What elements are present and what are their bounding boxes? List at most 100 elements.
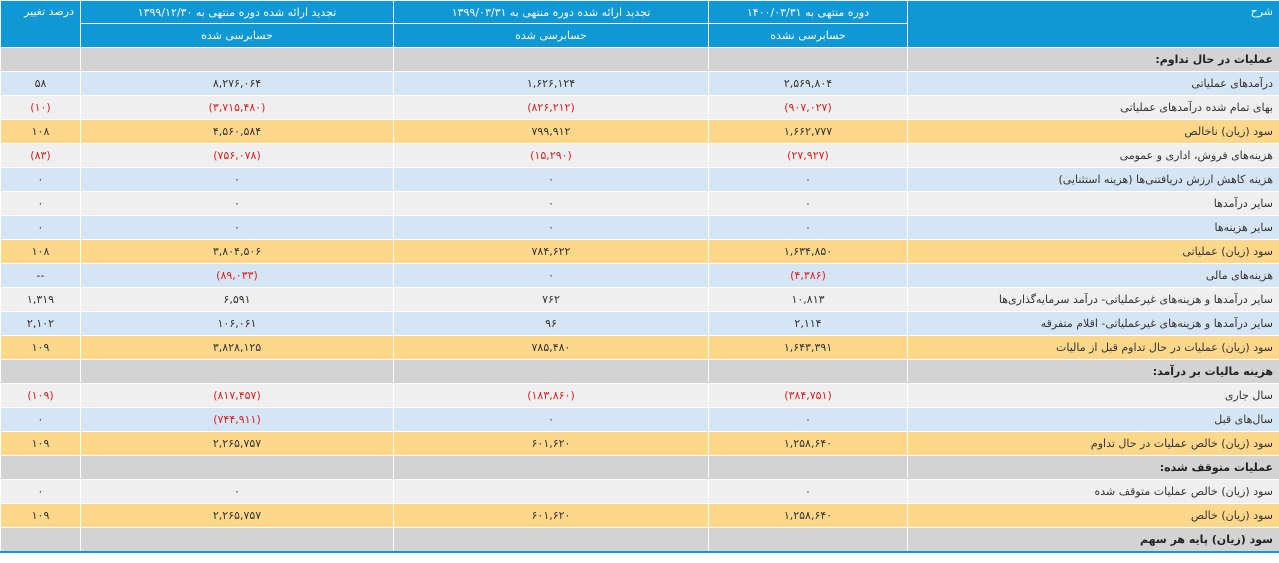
cell-value: ۴,۵۶۰,۵۸۴ (80, 119, 394, 144)
row-label: هزینه‌های مالی (907, 263, 1279, 288)
cell-value: ۲,۵۶۹,۸۰۴ (708, 71, 908, 96)
cell-value: ۰ (393, 407, 709, 432)
cell-value: ۰ (0, 479, 81, 504)
data-row: سال جاری (۳۸۴,۷۵۱) (۱۸۳,۸۶۰) (۸۱۷,۴۵۷) (۱۰۹) (0, 383, 1279, 408)
row-label: سایر درآمدها (907, 191, 1279, 216)
data-row: سود (زیان) عملیاتی ۱,۶۳۴,۸۵۰ ۷۸۴,۶۲۲ ۳,۸۰۴,… (0, 239, 1279, 264)
cell-value: ۱۰۶,۰۶۱ (80, 311, 394, 336)
data-row: بهای تمام شده درآمدهای عملیاتی (۹۰۷,۰۲۷)(… (0, 95, 1279, 120)
cell-value: ۶۰۱,۶۲۰ (393, 431, 709, 456)
column-header: درصد تغییر (0, 0, 81, 48)
row-label: سود (زیان) عملیاتی (907, 239, 1279, 264)
cell-value: ۰ (708, 479, 908, 504)
cell-value (393, 455, 709, 480)
cell-value: (۸۹,۰۳۳) (80, 263, 394, 288)
column-subheader: حسابرسی شده (393, 23, 709, 48)
data-row: سود (زیان) خالص عملیات در حال تداوم ۱,۲۵۸… (0, 431, 1279, 456)
cell-value (0, 527, 81, 553)
cell-value: ۳,۸۲۸,۱۲۵ (80, 335, 394, 360)
data-row: سایر درآمدها ۰ ۰ ۰ ۰ (0, 191, 1279, 216)
column-subheader: حسابرسی نشده (708, 23, 908, 48)
cell-value: ۱۰۸ (0, 119, 81, 144)
cell-value: (۴,۳۸۶) (708, 263, 908, 288)
column-header: دوره منتهی به ۱۴۰۰/۰۳/۳۱ (708, 0, 908, 24)
cell-value: (۱۰) (0, 95, 81, 120)
cell-value: (۸۲۶,۲۱۲) (393, 95, 709, 120)
column-subheader: حسابرسی شده (80, 23, 394, 48)
cell-value: (۹۰۷,۰۲۷) (708, 95, 908, 120)
cell-value: ۰ (0, 407, 81, 432)
cell-value: ۰ (393, 167, 709, 192)
data-row: سود (زیان) خالص ۱,۲۵۸,۶۴۰ ۶۰۱,۶۲۰ ۲,۲۶۵,۷۵۷… (0, 503, 1279, 528)
cell-value: ۲,۱۱۴ (708, 311, 908, 336)
row-label: عملیات متوقف شده: (907, 455, 1279, 480)
cell-value (393, 527, 709, 553)
cell-value: ۱,۲۵۸,۶۴۰ (708, 503, 908, 528)
row-label: سایر هزینه‌ها (907, 215, 1279, 240)
data-row: هزینه کاهش ارزش دریافتنی‌ها (هزینه استثن… (0, 167, 1279, 192)
header-row: شرح دوره منتهی به ۱۴۰۰/۰۳/۳۱ تجدید ارائه ش… (0, 0, 1279, 48)
cell-value: ۶,۵۹۱ (80, 287, 394, 312)
cell-value: ۰ (80, 479, 394, 504)
data-row: سود (زیان) خالص عملیات متوقف شده ۰ ۰ ۰ (0, 479, 1279, 504)
cell-value: ۱۰۹ (0, 335, 81, 360)
data-row: سال‌های قبل ۰ ۰ (۷۴۴,۹۱۱) ۰ (0, 407, 1279, 432)
column-header: تجدید ارائه شده دوره منتهی به ۱۳۹۹/۱۲/۳۰ (80, 0, 394, 24)
cell-value: ۰ (708, 167, 908, 192)
cell-value: ۱,۶۶۲,۷۷۷ (708, 119, 908, 144)
cell-value: ۰ (708, 215, 908, 240)
section-row: هزینه مالیات بر درآمد: (0, 359, 1279, 384)
cell-value: ۸,۲۷۶,۰۶۴ (80, 71, 394, 96)
cell-value: (۳,۷۱۵,۴۸۰) (80, 95, 394, 120)
cell-value (80, 47, 394, 72)
row-label: سود (زیان) عملیات در حال تداوم قبل از ما… (907, 335, 1279, 360)
table-header: شرح دوره منتهی به ۱۴۰۰/۰۳/۳۱ تجدید ارائه ش… (0, 0, 1279, 48)
data-row: سود (زیان) ناخالص ۱,۶۶۲,۷۷۷ ۷۹۹,۹۱۲ ۴,۵۶۰,۵… (0, 119, 1279, 144)
row-label: هزینه مالیات بر درآمد: (907, 359, 1279, 384)
cell-value: ۰ (0, 215, 81, 240)
cell-value: ۲,۲۶۵,۷۵۷ (80, 431, 394, 456)
cell-value (0, 47, 81, 72)
section-row: سود (زیان) پایه هر سهم (0, 527, 1279, 553)
cell-value (80, 527, 394, 553)
cell-value (393, 479, 709, 504)
row-label: سود (زیان) ناخالص (907, 119, 1279, 144)
cell-value: ۰ (80, 167, 394, 192)
cell-value: ۷۸۴,۶۲۲ (393, 239, 709, 264)
data-row: سایر هزینه‌ها ۰ ۰ ۰ ۰ (0, 215, 1279, 240)
data-row: هزینه‌های فروش، اداری و عمومی (۲۷,۹۲۷) (۱۵… (0, 143, 1279, 168)
cell-value: ۰ (80, 191, 394, 216)
cell-value: ۰ (708, 407, 908, 432)
cell-value: ۰ (393, 215, 709, 240)
cell-value: (۷۴۴,۹۱۱) (80, 407, 394, 432)
cell-value (80, 359, 394, 384)
cell-value: ۱۰۹ (0, 431, 81, 456)
section-row: عملیات در حال تداوم: (0, 47, 1279, 72)
row-label: سود (زیان) خالص عملیات در حال تداوم (907, 431, 1279, 456)
cell-value: ۲,۲۶۵,۷۵۷ (80, 503, 394, 528)
table-body: عملیات در حال تداوم: درآمدهای عملیاتی ۲,۵۶… (0, 47, 1279, 553)
row-label: سود (زیان) خالص عملیات متوقف شده (907, 479, 1279, 504)
cell-value: ۲,۱۰۲ (0, 311, 81, 336)
cell-value: (۱۵,۲۹۰) (393, 143, 709, 168)
cell-value: (۱۰۹) (0, 383, 81, 408)
row-label: سال‌های قبل (907, 407, 1279, 432)
cell-value (0, 359, 81, 384)
cell-value: ۱۰,۸۱۳ (708, 287, 908, 312)
cell-value: ۰ (393, 191, 709, 216)
cell-value: ۱,۶۳۴,۸۵۰ (708, 239, 908, 264)
cell-value: ۰ (80, 215, 394, 240)
cell-value: (۱۸۳,۸۶۰) (393, 383, 709, 408)
cell-value: ۱,۶۲۶,۱۲۴ (393, 71, 709, 96)
cell-value: ۱,۶۴۳,۳۹۱ (708, 335, 908, 360)
cell-value (0, 455, 81, 480)
cell-value: ۶۰۱,۶۲۰ (393, 503, 709, 528)
row-label: هزینه‌های فروش، اداری و عمومی (907, 143, 1279, 168)
cell-value: ۹۶ (393, 311, 709, 336)
cell-value: (۳۸۴,۷۵۱) (708, 383, 908, 408)
row-label: عملیات در حال تداوم: (907, 47, 1279, 72)
cell-value: ۰ (0, 191, 81, 216)
data-row: درآمدهای عملیاتی ۲,۵۶۹,۸۰۴ ۱,۶۲۶,۱۲۴ ۸,۲۷۶,… (0, 71, 1279, 96)
